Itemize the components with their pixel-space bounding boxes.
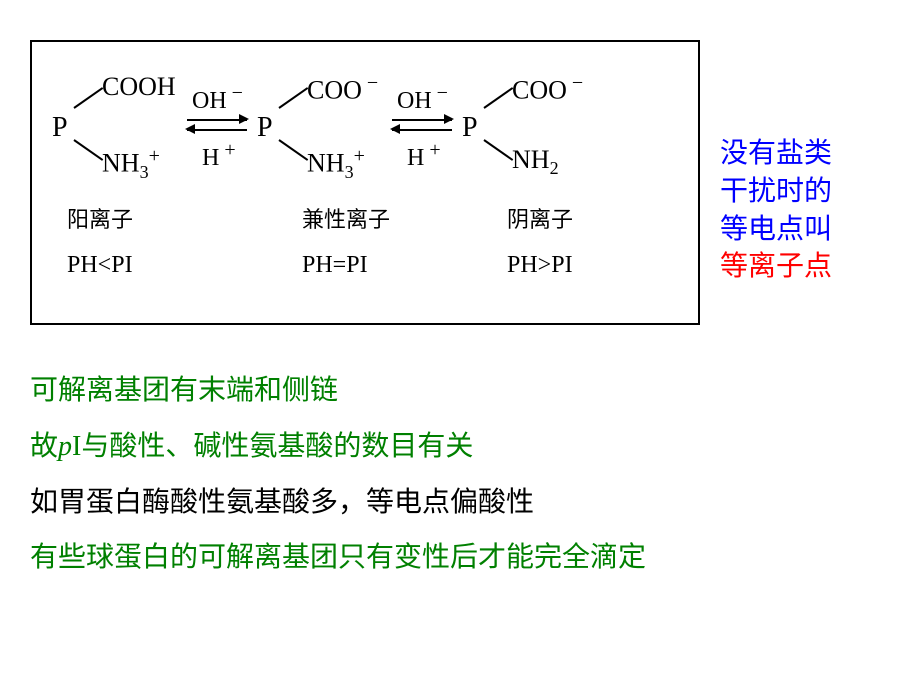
bottom-line4: 有些球蛋白的可解离基团只有变性后才能完全滴定 xyxy=(30,532,890,584)
anion-label-col: 阴离子 PH>PI xyxy=(472,202,667,279)
cation-species: P COOH NH3+ xyxy=(52,67,182,187)
zwitterion-name: 兼性离子 xyxy=(302,202,472,234)
p-symbol: P xyxy=(462,112,478,144)
chemical-species-row: P COOH NH3+ OH − H + P COO − NH3+ OH − H… xyxy=(52,62,678,192)
ph-eq-pi: PH=PI xyxy=(302,252,472,279)
coo-minus-group: COO − xyxy=(307,72,378,106)
labels-row: 阳离子 PH<PI 兼性离子 PH=PI 阴离子 PH>PI xyxy=(52,202,678,279)
cooh-group: COOH xyxy=(102,72,176,102)
equilibrium-arrows-2: OH − H + xyxy=(392,77,457,177)
forward-arrow xyxy=(392,119,452,121)
coo-minus-group: COO − xyxy=(512,72,583,106)
oh-minus-label: OH − xyxy=(192,82,243,115)
h-plus-label: H + xyxy=(202,139,236,172)
bottom-line3: 如胃蛋白酶酸性氨基酸多，等电点偏酸性 xyxy=(30,477,890,529)
p-symbol: P xyxy=(257,112,273,144)
side-note: 没有盐类 干扰时的 等电点叫 等离子点 xyxy=(720,135,832,286)
side-note-line2: 干扰时的 xyxy=(720,173,832,211)
equilibrium-arrows-1: OH − H + xyxy=(187,77,252,177)
nh3-plus-group: NH3+ xyxy=(307,145,365,183)
side-note-line3: 等电点叫 xyxy=(720,211,832,249)
bond-lower xyxy=(483,139,513,161)
bond-upper xyxy=(483,87,513,109)
cation-label-col: 阳离子 PH<PI xyxy=(52,202,247,279)
side-note-line4: 等离子点 xyxy=(720,248,832,286)
reverse-arrow xyxy=(392,129,452,131)
bond-lower xyxy=(73,139,103,161)
nh2-group: NH2 xyxy=(512,145,559,179)
zwitterion-label-col: 兼性离子 PH=PI xyxy=(247,202,472,279)
bond-upper xyxy=(73,87,103,109)
p-symbol: P xyxy=(52,112,68,144)
bond-upper xyxy=(278,87,308,109)
ph-lt-pi: PH<PI xyxy=(67,252,247,279)
zwitterion-species: P COO − NH3+ xyxy=(257,67,387,187)
forward-arrow xyxy=(187,119,247,121)
nh3-plus-group: NH3+ xyxy=(102,145,160,183)
bottom-line1: 可解离基团有末端和侧链 xyxy=(30,365,890,417)
bottom-text-block: 可解离基团有末端和侧链 故pI与酸性、碱性氨基酸的数目有关 如胃蛋白酶酸性氨基酸… xyxy=(30,365,890,584)
anion-species: P COO − NH2 xyxy=(462,67,592,187)
oh-minus-label: OH − xyxy=(397,82,448,115)
anion-name: 阴离子 xyxy=(507,202,667,234)
ph-gt-pi: PH>PI xyxy=(507,252,667,279)
h-plus-label: H + xyxy=(407,139,441,172)
reverse-arrow xyxy=(187,129,247,131)
chemistry-diagram-box: P COOH NH3+ OH − H + P COO − NH3+ OH − H… xyxy=(30,40,700,325)
bond-lower xyxy=(278,139,308,161)
bottom-line2: 故pI与酸性、碱性氨基酸的数目有关 xyxy=(30,421,890,473)
side-note-line1: 没有盐类 xyxy=(720,135,832,173)
cation-name: 阳离子 xyxy=(67,202,247,234)
